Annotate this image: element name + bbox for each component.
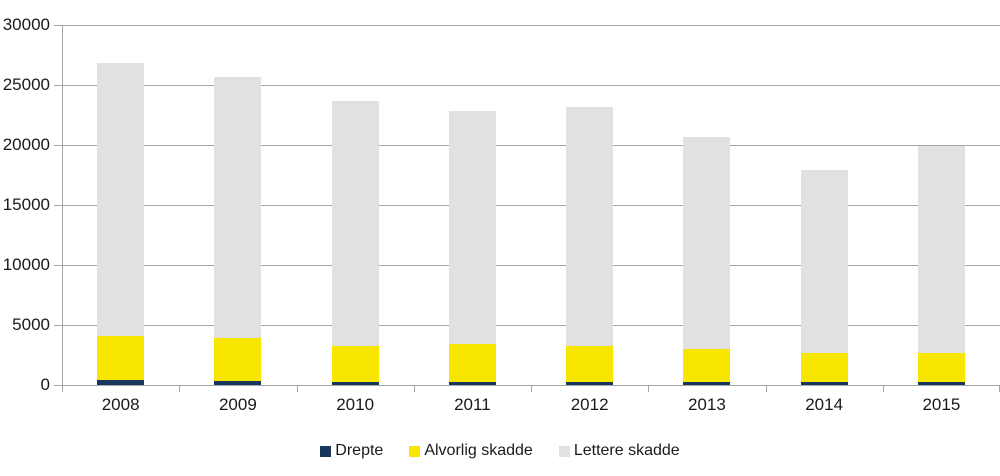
y-axis-tick-label: 5000	[12, 315, 50, 334]
bar-2011-segment-lettere-skadde	[448, 111, 496, 344]
x-axis-label-2008: 2008	[101, 395, 140, 414]
x-axis-tick	[296, 385, 298, 392]
bar-2014-segment-alvorlig-skadde	[800, 353, 848, 383]
x-axis-tick	[413, 385, 415, 392]
x-axis-label-2009: 2009	[218, 395, 257, 414]
bar-2010-segment-drepte	[331, 381, 379, 385]
x-axis-line	[62, 384, 1000, 386]
gridline-30000	[62, 24, 1000, 26]
y-axis-tick-label: 15000	[2, 195, 50, 214]
bar-2013-segment-alvorlig-skadde	[683, 348, 731, 382]
legend-item-lettere-skadde: Lettere skadde	[558, 442, 680, 459]
x-axis-label-2010: 2010	[336, 395, 375, 414]
x-axis-tick	[62, 385, 63, 392]
bar-2013-segment-drepte	[683, 382, 731, 385]
y-axis-tick	[54, 144, 62, 146]
gridline-15000	[62, 204, 1000, 206]
bar-2011-segment-drepte	[448, 381, 496, 385]
x-axis-label-2015: 2015	[922, 395, 961, 414]
legend-item-alvorlig-skadde: Alvorlig skadde	[409, 443, 533, 459]
gridline-25000	[62, 84, 1000, 86]
y-axis-tick	[54, 324, 62, 326]
bar-2009-segment-alvorlig-skadde	[214, 338, 262, 381]
bar-2012-segment-alvorlig-skadde	[566, 346, 614, 382]
x-axis-label-2013: 2013	[687, 395, 726, 414]
bar-2009-segment-drepte	[214, 380, 262, 385]
bar-2015-segment-alvorlig-skadde	[917, 352, 965, 383]
y-axis-tick	[54, 384, 62, 386]
x-axis-tick	[648, 385, 650, 392]
gridline-5000	[62, 324, 1000, 326]
bar-2014-segment-drepte	[800, 382, 848, 385]
gridline-20000	[62, 144, 1000, 146]
y-axis-tick	[54, 24, 62, 26]
y-axis-tick	[54, 204, 62, 206]
bar-2008-segment-alvorlig-skadde	[97, 336, 145, 381]
bar-2009-segment-lettere-skadde	[214, 76, 262, 339]
x-axis-tick	[765, 385, 767, 392]
y-axis-tick-label: 10000	[2, 255, 50, 274]
legend: Drepte Alvorlig skadde Lettere skadde	[0, 440, 1000, 462]
legend-label-lettere-skadde: Lettere skadde	[573, 442, 680, 459]
y-axis-tick-label: 20000	[2, 135, 50, 154]
legend-label-drepte: Drepte	[335, 442, 384, 459]
x-axis-label-2012: 2012	[570, 395, 609, 414]
x-axis-tick	[179, 385, 181, 392]
x-axis-tick	[531, 385, 532, 392]
bar-2010-segment-alvorlig-skadde	[331, 346, 379, 382]
legend-label-alvorlig-skadde: Alvorlig skadde	[424, 442, 533, 459]
bar-2012-segment-drepte	[566, 381, 614, 385]
bar-2014-segment-lettere-skadde	[800, 170, 848, 354]
bar-2010-segment-lettere-skadde	[331, 101, 379, 347]
legend-swatch-lettere-skadde	[558, 445, 570, 457]
y-axis-tick	[54, 84, 62, 86]
bar-2008-segment-lettere-skadde	[97, 63, 145, 337]
gridline-10000	[62, 264, 1000, 266]
legend-item-drepte: Drepte	[320, 443, 383, 459]
bar-2015-segment-lettere-skadde	[917, 146, 965, 353]
bar-2011-segment-alvorlig-skadde	[448, 343, 496, 382]
bar-2012-segment-lettere-skadde	[566, 106, 614, 347]
x-axis-tick	[882, 385, 884, 392]
bar-2013-segment-lettere-skadde	[683, 137, 731, 349]
y-axis-tick	[54, 264, 62, 266]
legend-swatch-alvorlig-skadde	[409, 445, 421, 457]
x-axis-label-2014: 2014	[805, 395, 844, 414]
bar-2015-segment-drepte	[917, 382, 965, 385]
bar-2008-segment-drepte	[97, 380, 145, 385]
y-axis-line	[61, 25, 63, 385]
x-axis-label-2011: 2011	[454, 395, 491, 414]
y-axis-tick-label: 30000	[2, 15, 50, 34]
legend-swatch-drepte	[320, 445, 332, 457]
y-axis-tick-label: 0	[40, 375, 50, 394]
y-axis-tick-label: 25000	[2, 75, 50, 94]
